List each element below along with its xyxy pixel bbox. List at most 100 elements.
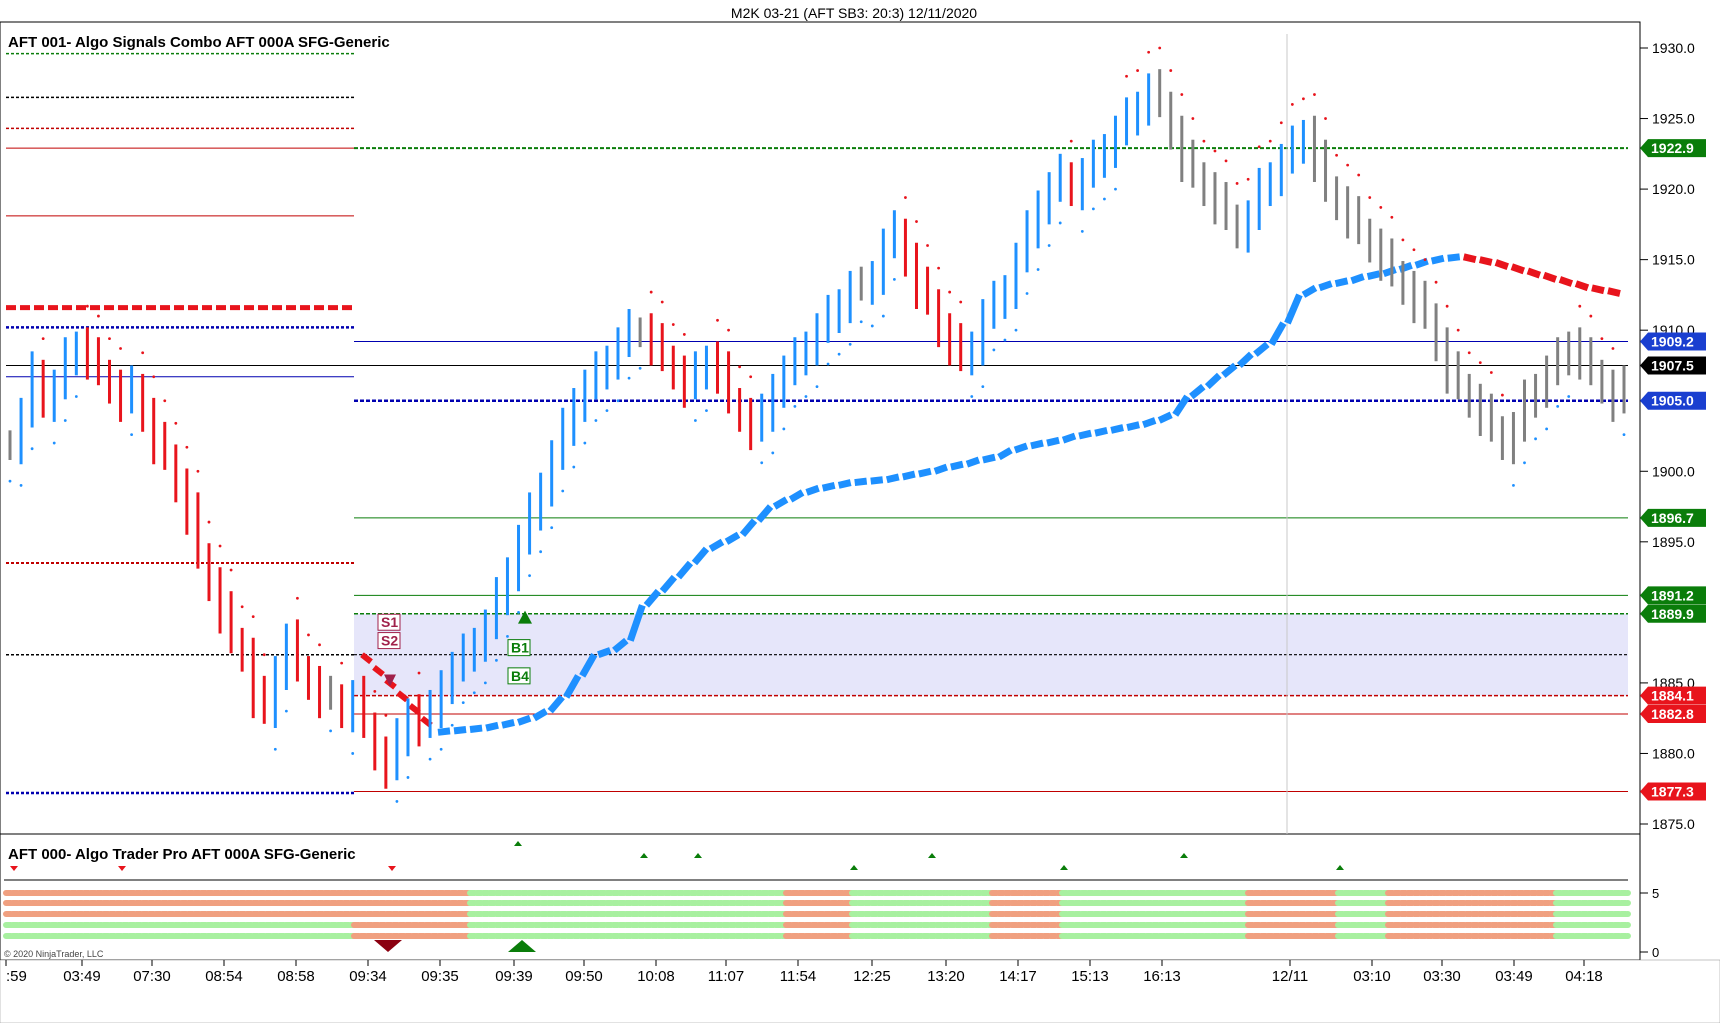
- trend-segment: [547, 694, 565, 714]
- trailing-stop-dot: [948, 290, 952, 294]
- trailing-stop-dot: [1268, 139, 1272, 143]
- time-tick-label: 03:49: [63, 968, 101, 985]
- price-tick-label: 1925.0: [1652, 111, 1695, 127]
- indicator-buy-marker-icon: [508, 940, 536, 952]
- trailing-stop-dot: [417, 671, 421, 675]
- trailing-stop-dot: [1180, 93, 1184, 96]
- trailing-stop-dot: [1622, 433, 1626, 436]
- trend-segment: [516, 714, 532, 726]
- indicator-mini-arrow-icon: [850, 865, 858, 870]
- price-label-flag: [1640, 356, 1706, 375]
- trailing-stop-dot: [351, 752, 355, 755]
- trailing-stop-dot: [904, 196, 907, 199]
- signal-box: [377, 613, 401, 631]
- time-tick-label: 12/11: [1272, 968, 1308, 985]
- trend-segment: [453, 725, 467, 735]
- trend-segment: [1350, 273, 1365, 285]
- trend-segment: [659, 574, 678, 594]
- time-axis-area: [0, 959, 1720, 1023]
- trailing-stop-dot: [1456, 328, 1460, 332]
- trailing-stop-dot: [1578, 304, 1582, 308]
- trailing-stop-dot: [1368, 196, 1372, 199]
- trailing-stop-dot: [41, 337, 45, 341]
- trailing-stop-dot: [1080, 230, 1084, 233]
- time-tick-label: 08:58: [277, 968, 315, 985]
- trend-segment: [870, 476, 884, 485]
- price-label-flag: [1640, 139, 1706, 158]
- trailing-stop-dot: [483, 681, 487, 685]
- time-tick-label: 10:08: [637, 968, 675, 985]
- trend-segment: [1157, 411, 1173, 424]
- trailing-stop-dot: [1169, 69, 1173, 72]
- trailing-stop-dot: [174, 421, 178, 425]
- trend-segment: [997, 447, 1013, 461]
- trailing-stop-dot: [1335, 153, 1338, 157]
- trailing-stop-dot: [1467, 351, 1471, 355]
- trend-segment: [965, 456, 981, 468]
- trend-segment: [372, 665, 385, 677]
- trend-segment: [885, 473, 900, 484]
- signal-label: B4: [511, 668, 529, 684]
- price-tick-label: 1920.0: [1652, 181, 1695, 197]
- trailing-stop-dot: [273, 747, 277, 751]
- price-label-flag: [1640, 586, 1706, 605]
- trailing-stop-dot: [638, 366, 642, 370]
- trailing-stop-dot: [373, 689, 377, 693]
- trend-segment: [1494, 259, 1509, 270]
- trend-segment: [675, 560, 694, 580]
- indicator-dot-rows: [3, 841, 1631, 952]
- trailing-stop-dot: [318, 643, 321, 647]
- time-axis[interactable]: :59 03:49 07:30 08:54 08:58 09:34 09:35 09:39 09…: [5, 960, 1603, 985]
- trailing-stop-dot: [163, 399, 167, 403]
- trailing-stop-dot: [716, 318, 719, 322]
- trailing-stop-dot: [450, 723, 454, 727]
- trend-segment: [1430, 254, 1445, 265]
- trend-segment: [788, 489, 805, 503]
- trailing-stop-dot: [1534, 437, 1537, 441]
- trailing-stop-dot: [1412, 248, 1416, 252]
- trailing-stop-dot: [19, 483, 23, 487]
- price-label-text: 1905.0: [1651, 393, 1694, 409]
- price-label-text: 1909.2: [1651, 333, 1694, 349]
- trailing-stop-dot: [583, 441, 587, 445]
- trend-segment: [1366, 270, 1381, 280]
- signal-box: [507, 639, 531, 657]
- trailing-stop-dot: [1600, 337, 1604, 341]
- indicator-mini-arrow-icon: [388, 866, 396, 871]
- trend-segment: [854, 477, 868, 487]
- trailing-stop-dot: [362, 653, 366, 657]
- trailing-stop-dot: [1390, 215, 1394, 219]
- trailing-stop-dot: [1324, 117, 1327, 120]
- price-label-flag: [1640, 332, 1706, 351]
- price-axis[interactable]: 1930.01925.01920.01915.01910.01900.01895…: [1640, 40, 1695, 832]
- trailing-stop-dot: [1567, 395, 1571, 398]
- trailing-stop-dot: [528, 574, 531, 578]
- trailing-stop-dot: [649, 290, 653, 294]
- trailing-stop-dot: [915, 220, 918, 223]
- trailing-stop-dot: [1290, 103, 1294, 106]
- indicator-mini-arrow-icon: [514, 841, 522, 846]
- trend-segment: [1061, 432, 1077, 444]
- signal-label: S1: [381, 614, 398, 630]
- indicator-mini-arrow-icon: [640, 853, 648, 858]
- trailing-stop-dot: [859, 320, 863, 324]
- trailing-stop-dot: [1147, 50, 1151, 54]
- trend-segment: [532, 708, 548, 722]
- trend-segment: [1558, 276, 1574, 287]
- trailing-stop-dot: [605, 409, 609, 413]
- price-label-flag: [1640, 704, 1706, 723]
- trailing-stop-dot: [108, 337, 111, 341]
- time-tick-label: 03:49: [1495, 968, 1533, 985]
- trailing-stop-dot: [119, 347, 122, 350]
- trailing-stop-dot: [296, 596, 299, 600]
- trailing-stop-dot: [705, 409, 708, 413]
- trend-segment: [1510, 263, 1525, 275]
- price-tick-label: 1875.0: [1652, 816, 1695, 832]
- trend-segment: [1046, 436, 1060, 447]
- trend-segment: [1591, 284, 1605, 295]
- time-tick-label: 16:13: [1143, 968, 1181, 985]
- trailing-stop-dot: [240, 605, 244, 609]
- trailing-stop-dot: [229, 568, 233, 572]
- trailing-stop-dot: [660, 300, 664, 304]
